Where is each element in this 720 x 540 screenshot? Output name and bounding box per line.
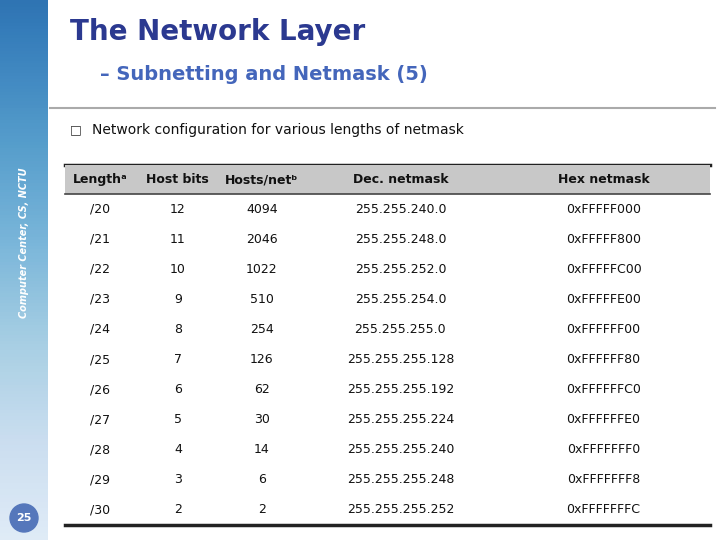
Text: 255.255.240.0: 255.255.240.0 [355,202,446,215]
Text: 0xFFFFF000: 0xFFFFF000 [566,202,641,215]
Text: 0xFFFFFF00: 0xFFFFFF00 [567,323,641,336]
Text: 0xFFFFFFFC: 0xFFFFFFFC [567,503,641,516]
Text: 30: 30 [253,413,270,426]
Text: 254: 254 [250,323,274,336]
Text: /27: /27 [91,413,111,426]
Text: 0xFFFFFF80: 0xFFFFFF80 [567,353,641,366]
Text: 6: 6 [258,474,266,487]
Text: 25: 25 [17,513,32,523]
Text: 2046: 2046 [246,233,277,246]
Text: 7: 7 [174,353,182,366]
Text: /29: /29 [91,474,110,487]
Text: 12: 12 [170,202,186,215]
Text: /20: /20 [91,202,111,215]
Circle shape [10,504,38,532]
Text: Host bits: Host bits [146,173,210,186]
Text: Computer Center, CS, NCTU: Computer Center, CS, NCTU [19,168,29,318]
Text: 3: 3 [174,474,182,487]
Text: /26: /26 [91,383,110,396]
Text: 0xFFFFFFE0: 0xFFFFFFE0 [567,413,641,426]
Text: 2: 2 [258,503,266,516]
Text: 255.255.255.192: 255.255.255.192 [347,383,454,396]
Text: 10: 10 [170,263,186,276]
Text: □: □ [70,123,82,136]
Text: 11: 11 [170,233,186,246]
Text: 8: 8 [174,323,182,336]
Text: 1022: 1022 [246,263,277,276]
Bar [65,165,710,194]
Text: 0xFFFFFFC0: 0xFFFFFFC0 [566,383,641,396]
Text: 255.255.255.252: 255.255.255.252 [347,503,454,516]
Text: 5: 5 [174,413,182,426]
Text: 9: 9 [174,293,182,306]
Text: 255.255.255.224: 255.255.255.224 [347,413,454,426]
Text: The Network Layer: The Network Layer [70,18,365,46]
Text: 255.255.254.0: 255.255.254.0 [355,293,446,306]
Text: 0xFFFFFFF0: 0xFFFFFFF0 [567,443,640,456]
Text: 510: 510 [250,293,274,306]
Text: 0xFFFFFC00: 0xFFFFFC00 [566,263,642,276]
Text: /24: /24 [91,323,110,336]
Text: 255.255.255.240: 255.255.255.240 [347,443,454,456]
Text: 4094: 4094 [246,202,277,215]
Text: 126: 126 [250,353,274,366]
Text: 255.255.252.0: 255.255.252.0 [355,263,446,276]
Text: 255.255.248.0: 255.255.248.0 [355,233,446,246]
Text: 14: 14 [254,443,269,456]
Text: 0xFFFFFE00: 0xFFFFFE00 [566,293,641,306]
Text: 255.255.255.248: 255.255.255.248 [347,474,454,487]
Text: Lengthᵃ: Lengthᵃ [73,173,128,186]
Text: 4: 4 [174,443,182,456]
Text: 2: 2 [174,503,182,516]
Text: 255.255.255.0: 255.255.255.0 [354,323,446,336]
Text: /23: /23 [91,293,110,306]
Text: /21: /21 [91,233,110,246]
Text: 62: 62 [254,383,269,396]
Text: Dec. netmask: Dec. netmask [353,173,449,186]
Text: /30: /30 [91,503,111,516]
Text: /22: /22 [91,263,110,276]
Text: 0xFFFFFFF8: 0xFFFFFFF8 [567,474,640,487]
Text: – Subnetting and Netmask (5): – Subnetting and Netmask (5) [100,65,428,84]
Text: 255.255.255.128: 255.255.255.128 [347,353,454,366]
Text: Network configuration for various lengths of netmask: Network configuration for various length… [92,123,464,137]
Text: /25: /25 [91,353,111,366]
Text: 6: 6 [174,383,182,396]
Text: Hosts/netᵇ: Hosts/netᵇ [225,173,298,186]
Text: 0xFFFFF800: 0xFFFFF800 [566,233,641,246]
Text: Hex netmask: Hex netmask [558,173,649,186]
Text: /28: /28 [91,443,111,456]
